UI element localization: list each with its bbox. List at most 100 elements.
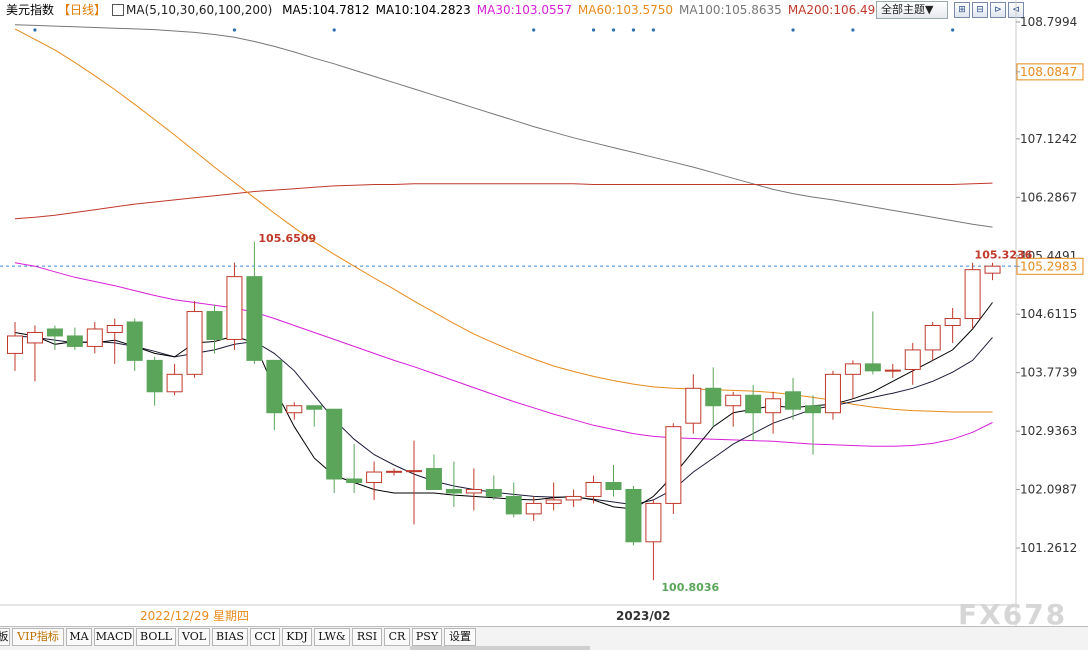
indicator-tab[interactable]: BOLL — [136, 628, 176, 646]
indicator-tab[interactable]: LW& — [314, 628, 350, 646]
indicator-tab[interactable]: MA — [66, 628, 92, 646]
candlestick[interactable] — [984, 262, 1001, 281]
candlestick[interactable] — [824, 370, 841, 420]
candle-body — [106, 324, 123, 333]
candle-body — [86, 328, 103, 347]
candlestick[interactable] — [86, 322, 103, 354]
candlestick[interactable] — [326, 408, 343, 493]
candlestick[interactable] — [904, 342, 921, 385]
candle-body — [864, 363, 881, 372]
candlestick[interactable] — [944, 308, 961, 343]
candlestick[interactable] — [785, 377, 802, 420]
candlestick[interactable] — [565, 489, 582, 507]
ma-legend-item: MA100:105.8635 — [679, 3, 782, 17]
candle-body — [166, 373, 183, 393]
indicator-tab[interactable]: VOL — [178, 628, 210, 646]
candlestick[interactable] — [685, 374, 702, 434]
candlestick[interactable] — [406, 440, 422, 525]
candle-body — [984, 265, 1001, 274]
candlestick[interactable] — [884, 363, 901, 378]
candlestick[interactable] — [306, 405, 323, 427]
candle-body — [186, 311, 203, 375]
candlestick[interactable] — [924, 322, 941, 361]
candle-body — [26, 331, 43, 344]
signal-marker — [591, 28, 596, 32]
candlestick[interactable] — [645, 499, 662, 581]
candle-body — [226, 276, 243, 340]
instrument-title: 美元指数 — [6, 3, 55, 17]
candlestick[interactable] — [964, 262, 981, 329]
candlestick[interactable] — [765, 391, 782, 434]
scroll-right-icon[interactable]: ⊳ — [990, 2, 1006, 18]
candle-body — [844, 363, 861, 375]
candlestick[interactable] — [286, 402, 303, 420]
date-label-month: 2023/02 — [616, 609, 670, 623]
indicator-tab[interactable]: CR — [384, 628, 410, 646]
candlestick[interactable] — [805, 395, 821, 455]
candlestick[interactable] — [166, 363, 183, 396]
candlestick[interactable] — [505, 482, 522, 518]
indicator-tab[interactable]: PSY — [412, 628, 442, 646]
indicator-tab[interactable]: 板 — [0, 628, 10, 646]
candlestick[interactable] — [844, 360, 861, 399]
ma-settings-icon[interactable] — [112, 3, 125, 16]
candlestick[interactable] — [226, 262, 243, 350]
candle-body — [126, 321, 143, 361]
signal-marker — [631, 28, 636, 32]
candlestick[interactable] — [346, 444, 363, 493]
candlestick[interactable] — [625, 485, 642, 546]
candlestick[interactable] — [146, 356, 163, 406]
indicator-tab[interactable]: RSI — [352, 628, 382, 646]
candlestick[interactable] — [266, 359, 283, 431]
candlestick[interactable] — [445, 461, 462, 507]
candlestick[interactable] — [705, 367, 722, 427]
candlestick[interactable] — [7, 322, 23, 371]
indicator-tab[interactable]: KDJ — [282, 628, 312, 646]
candlestick[interactable] — [126, 318, 143, 371]
candlestick[interactable] — [665, 423, 682, 514]
indicator-tab[interactable]: 设置 — [444, 628, 476, 646]
indicator-tab[interactable]: VIP指标 — [12, 628, 64, 646]
ma100-line — [14, 24, 993, 228]
indicator-tab[interactable]: MACD — [94, 628, 134, 646]
candle-body — [685, 387, 702, 424]
signal-marker — [951, 28, 955, 32]
theme-select-button[interactable]: 全部主题▼ — [876, 1, 948, 19]
candlestick[interactable] — [864, 311, 881, 375]
candlestick[interactable] — [106, 318, 123, 364]
candlestick[interactable] — [465, 468, 482, 511]
candlestick[interactable] — [366, 461, 383, 500]
indicator-tab-bar: 板 VIP指标 MA MACD BOLL VOL BIAS CCI KDJ LW& RSI CR PSY… — [0, 626, 1088, 650]
candlestick[interactable] — [725, 391, 742, 427]
candle-body — [964, 269, 981, 320]
candlestick[interactable] — [605, 465, 622, 497]
zoom-out-icon[interactable]: ⊟ — [972, 2, 988, 18]
period-label[interactable]: 【日线】 — [58, 3, 107, 17]
indicator-tab[interactable]: CCI — [250, 628, 280, 646]
candlestick[interactable] — [485, 475, 502, 500]
candle-body — [346, 478, 363, 483]
candlestick[interactable] — [545, 482, 562, 511]
candlestick[interactable] — [386, 468, 403, 476]
candlestick[interactable] — [745, 384, 762, 441]
candlestick[interactable] — [66, 327, 83, 350]
candle-body — [785, 391, 802, 410]
signal-marker — [611, 28, 616, 32]
candle-body — [366, 471, 383, 483]
price-chart[interactable]: 108.7994108.0847107.1242106.2867105.4491… — [0, 0, 1088, 626]
ma-legend-item: MA60:103.5750 — [577, 3, 674, 17]
candlestick[interactable] — [525, 496, 542, 521]
ma5-line — [14, 302, 993, 510]
candlestick[interactable] — [46, 325, 63, 350]
candle-body — [465, 488, 482, 494]
candlestick[interactable] — [585, 475, 602, 504]
horizontal-scrollbar[interactable] — [410, 646, 590, 650]
candlestick[interactable] — [246, 241, 263, 364]
candlestick[interactable] — [26, 325, 43, 382]
zoom-in-icon[interactable]: ⊞ — [954, 2, 970, 18]
candle-body — [944, 318, 961, 326]
indicator-tab[interactable]: BIAS — [212, 628, 248, 646]
candlestick[interactable] — [186, 301, 203, 378]
candlestick[interactable] — [425, 454, 442, 490]
candlestick[interactable] — [206, 304, 223, 354]
